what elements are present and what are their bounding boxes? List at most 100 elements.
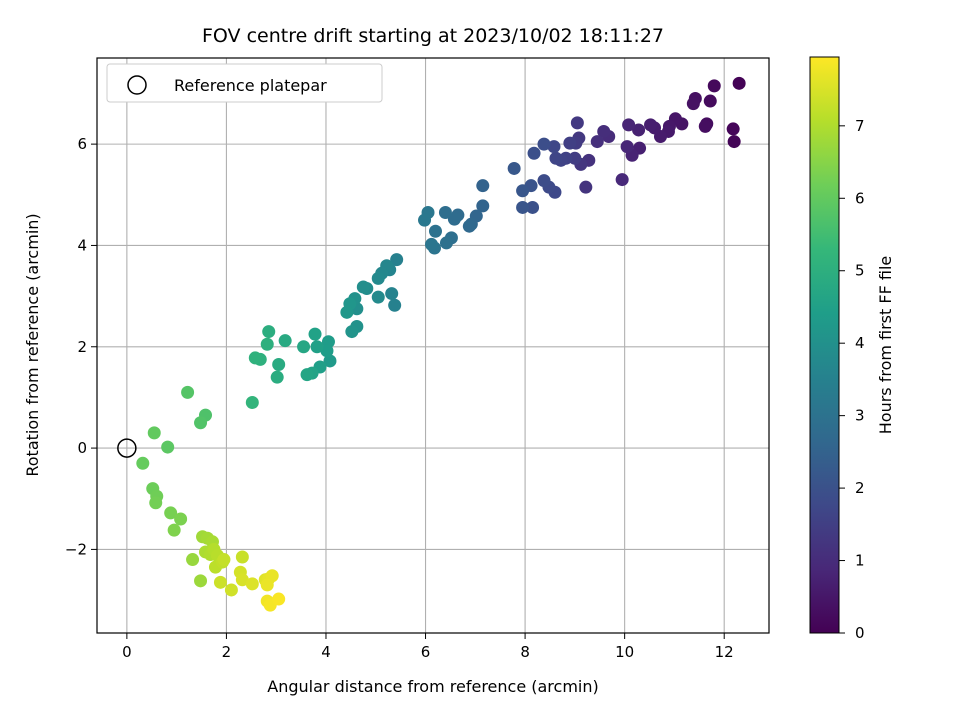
data-point xyxy=(245,577,259,591)
data-point xyxy=(447,212,461,226)
data-point xyxy=(390,253,404,267)
data-point xyxy=(516,200,530,214)
data-point xyxy=(149,496,163,510)
x-axis-ticks: 0 2 4 6 8 10 12 xyxy=(122,633,734,661)
data-point xyxy=(181,385,195,399)
data-point xyxy=(428,224,442,238)
plot-frame xyxy=(96,57,770,634)
legend: Reference platepar xyxy=(106,63,383,103)
data-point xyxy=(727,135,741,149)
reference-marker xyxy=(117,438,137,458)
data-point xyxy=(262,325,276,339)
colorbar-tick-label: 2 xyxy=(855,479,865,497)
data-point xyxy=(620,140,634,154)
data-point xyxy=(213,575,227,589)
data-point xyxy=(597,124,611,138)
colorbar-tick-label: 1 xyxy=(855,552,865,570)
data-point xyxy=(371,271,385,285)
y-tick-label: 2 xyxy=(77,338,87,356)
data-point xyxy=(707,79,721,93)
data-point xyxy=(224,583,238,597)
grid xyxy=(97,58,769,633)
legend-box xyxy=(106,63,383,103)
data-point xyxy=(568,151,582,165)
x-tick-label: 10 xyxy=(615,643,634,661)
data-point xyxy=(235,573,249,587)
data-point xyxy=(476,179,490,193)
data-point xyxy=(272,592,286,606)
data-point xyxy=(308,327,322,341)
data-point xyxy=(356,280,370,294)
data-point xyxy=(320,344,334,358)
data-point xyxy=(385,287,399,301)
data-point xyxy=(526,200,540,214)
colorbar-tick-label: 6 xyxy=(855,189,865,207)
data-point xyxy=(537,174,551,188)
data-point xyxy=(579,180,593,194)
x-tick-label: 6 xyxy=(421,643,431,661)
x-tick-label: 8 xyxy=(520,643,530,661)
x-tick-label: 0 xyxy=(122,643,132,661)
data-point xyxy=(167,523,181,537)
colorbar-tick-label: 0 xyxy=(855,624,865,642)
data-point xyxy=(549,151,563,165)
data-point xyxy=(698,119,712,133)
data-point xyxy=(570,116,584,130)
data-point xyxy=(644,118,658,132)
data-point xyxy=(547,140,561,154)
legend-label: Reference platepar xyxy=(174,76,327,95)
data-point xyxy=(300,368,314,382)
data-point xyxy=(136,456,150,470)
data-point xyxy=(245,395,259,409)
data-point xyxy=(194,416,208,430)
x-tick-label: 2 xyxy=(222,643,232,661)
data-point xyxy=(516,184,530,198)
y-tick-label: 4 xyxy=(77,236,87,254)
data-point xyxy=(260,578,274,592)
data-point xyxy=(340,305,354,319)
data-point xyxy=(632,123,646,137)
colorbar-tick-label: 7 xyxy=(855,117,865,135)
data-point xyxy=(194,574,208,588)
data-point xyxy=(164,506,178,520)
y-axis-ticks: −2 0 2 4 6 xyxy=(65,135,97,558)
data-point xyxy=(174,512,188,526)
colorbar-label: Hours from first FF file xyxy=(876,256,895,435)
colorbar xyxy=(809,56,840,634)
data-points xyxy=(136,76,746,612)
data-point xyxy=(425,237,439,251)
data-point xyxy=(388,298,402,312)
x-tick-label: 12 xyxy=(715,643,734,661)
data-point xyxy=(527,146,541,160)
data-point xyxy=(310,340,324,354)
y-tick-label: 6 xyxy=(77,135,87,153)
data-point xyxy=(590,135,604,149)
chart-title: FOV centre drift starting at 2023/10/02 … xyxy=(202,25,664,47)
data-point xyxy=(686,97,700,111)
data-point xyxy=(476,199,490,213)
x-axis-label: Angular distance from reference (arcmin) xyxy=(267,677,598,696)
data-point xyxy=(161,440,175,454)
colorbar-tick-label: 5 xyxy=(855,262,865,280)
data-point xyxy=(732,76,746,90)
colorbar-tick-label: 4 xyxy=(855,334,865,352)
data-point xyxy=(186,553,200,567)
data-point xyxy=(537,137,551,151)
x-tick-label: 4 xyxy=(321,643,331,661)
data-point xyxy=(563,136,577,150)
data-point xyxy=(235,550,249,564)
y-axis-label: Rotation from reference (arcmin) xyxy=(23,213,42,476)
data-point xyxy=(278,334,292,348)
colorbar-tick-label: 3 xyxy=(855,407,865,425)
y-tick-label: −2 xyxy=(65,540,87,558)
data-point xyxy=(323,354,337,368)
data-point xyxy=(147,426,161,440)
data-point xyxy=(615,173,629,187)
data-point xyxy=(439,236,453,250)
data-point xyxy=(272,357,286,371)
data-point xyxy=(462,219,476,233)
data-point xyxy=(297,340,311,354)
data-point xyxy=(345,325,359,339)
data-point xyxy=(270,370,284,384)
